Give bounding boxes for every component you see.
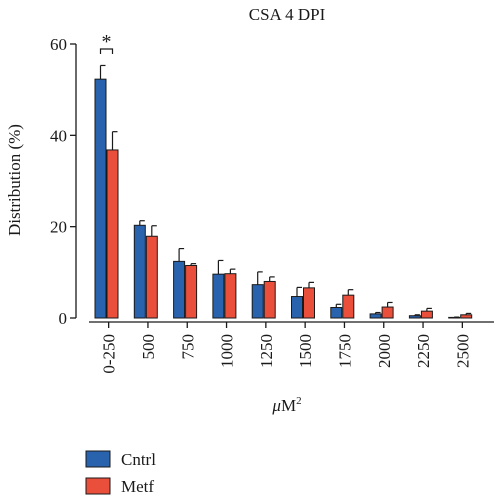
x-tick-label: 1250 — [257, 334, 276, 368]
y-axis-label: Distribution (%) — [5, 124, 24, 236]
x-tick-label: 2000 — [375, 334, 394, 368]
x-tick-label: 2500 — [453, 334, 472, 368]
x-tick-label: 2250 — [414, 334, 433, 368]
x-axis-label-superscript: 2 — [296, 395, 302, 407]
chart-title: CSA 4 DPI — [249, 5, 326, 24]
legend-swatch-cntrl — [85, 450, 111, 468]
legend-label-metf: Metf — [121, 477, 154, 496]
bar-cntrl — [212, 273, 225, 319]
legend: Cntrl Metf — [85, 450, 156, 496]
error-bars — [99, 64, 472, 318]
y-tick-label: 40 — [50, 126, 67, 145]
x-tick-label: 500 — [139, 334, 158, 360]
x-tick-label: 750 — [178, 334, 197, 360]
bar-metf — [420, 310, 433, 319]
bar-cntrl — [330, 306, 343, 319]
bar-cntrl — [251, 284, 264, 319]
bar-metf — [460, 314, 473, 319]
x-axis-label-mu: μ — [271, 396, 281, 415]
bar-cntrl — [94, 78, 107, 319]
x-axis-label-unit: M — [281, 396, 296, 415]
x-tick-label: 0-250 — [100, 334, 119, 374]
bar-metf — [224, 273, 237, 319]
bar-cntrl — [369, 313, 382, 319]
x-axis-label: μM2 — [271, 395, 301, 415]
bar-metf — [263, 280, 276, 319]
legend-label-cntrl: Cntrl — [121, 450, 156, 469]
x-tick-labels: 0-250 500 750 1000 1250 1500 1750 2000 2250 2500 — [100, 322, 472, 374]
annotations: * — [99, 31, 114, 54]
bar-cntrl — [291, 296, 303, 319]
bar-metf — [145, 235, 158, 319]
significance-bracket — [99, 48, 114, 54]
bar-metf — [185, 264, 198, 319]
x-tick-label: 1750 — [335, 334, 354, 368]
axes: 0 20 40 60 — [50, 35, 494, 328]
bar-metf — [381, 306, 394, 319]
bars — [94, 78, 473, 319]
y-tick-label: 60 — [50, 35, 67, 54]
significance-star: * — [102, 31, 112, 53]
x-tick-label: 1500 — [296, 334, 315, 368]
bar-metf — [342, 294, 355, 319]
bar-cntrl — [408, 315, 421, 319]
bar-metf — [303, 287, 315, 319]
legend-swatch-metf — [85, 477, 111, 495]
y-tick-label: 0 — [59, 309, 68, 328]
bar-cntrl — [133, 224, 146, 319]
y-tick-label: 20 — [50, 218, 67, 237]
bar-cntrl — [173, 260, 186, 319]
bar-metf — [106, 149, 119, 319]
x-tick-label: 1000 — [218, 334, 237, 368]
